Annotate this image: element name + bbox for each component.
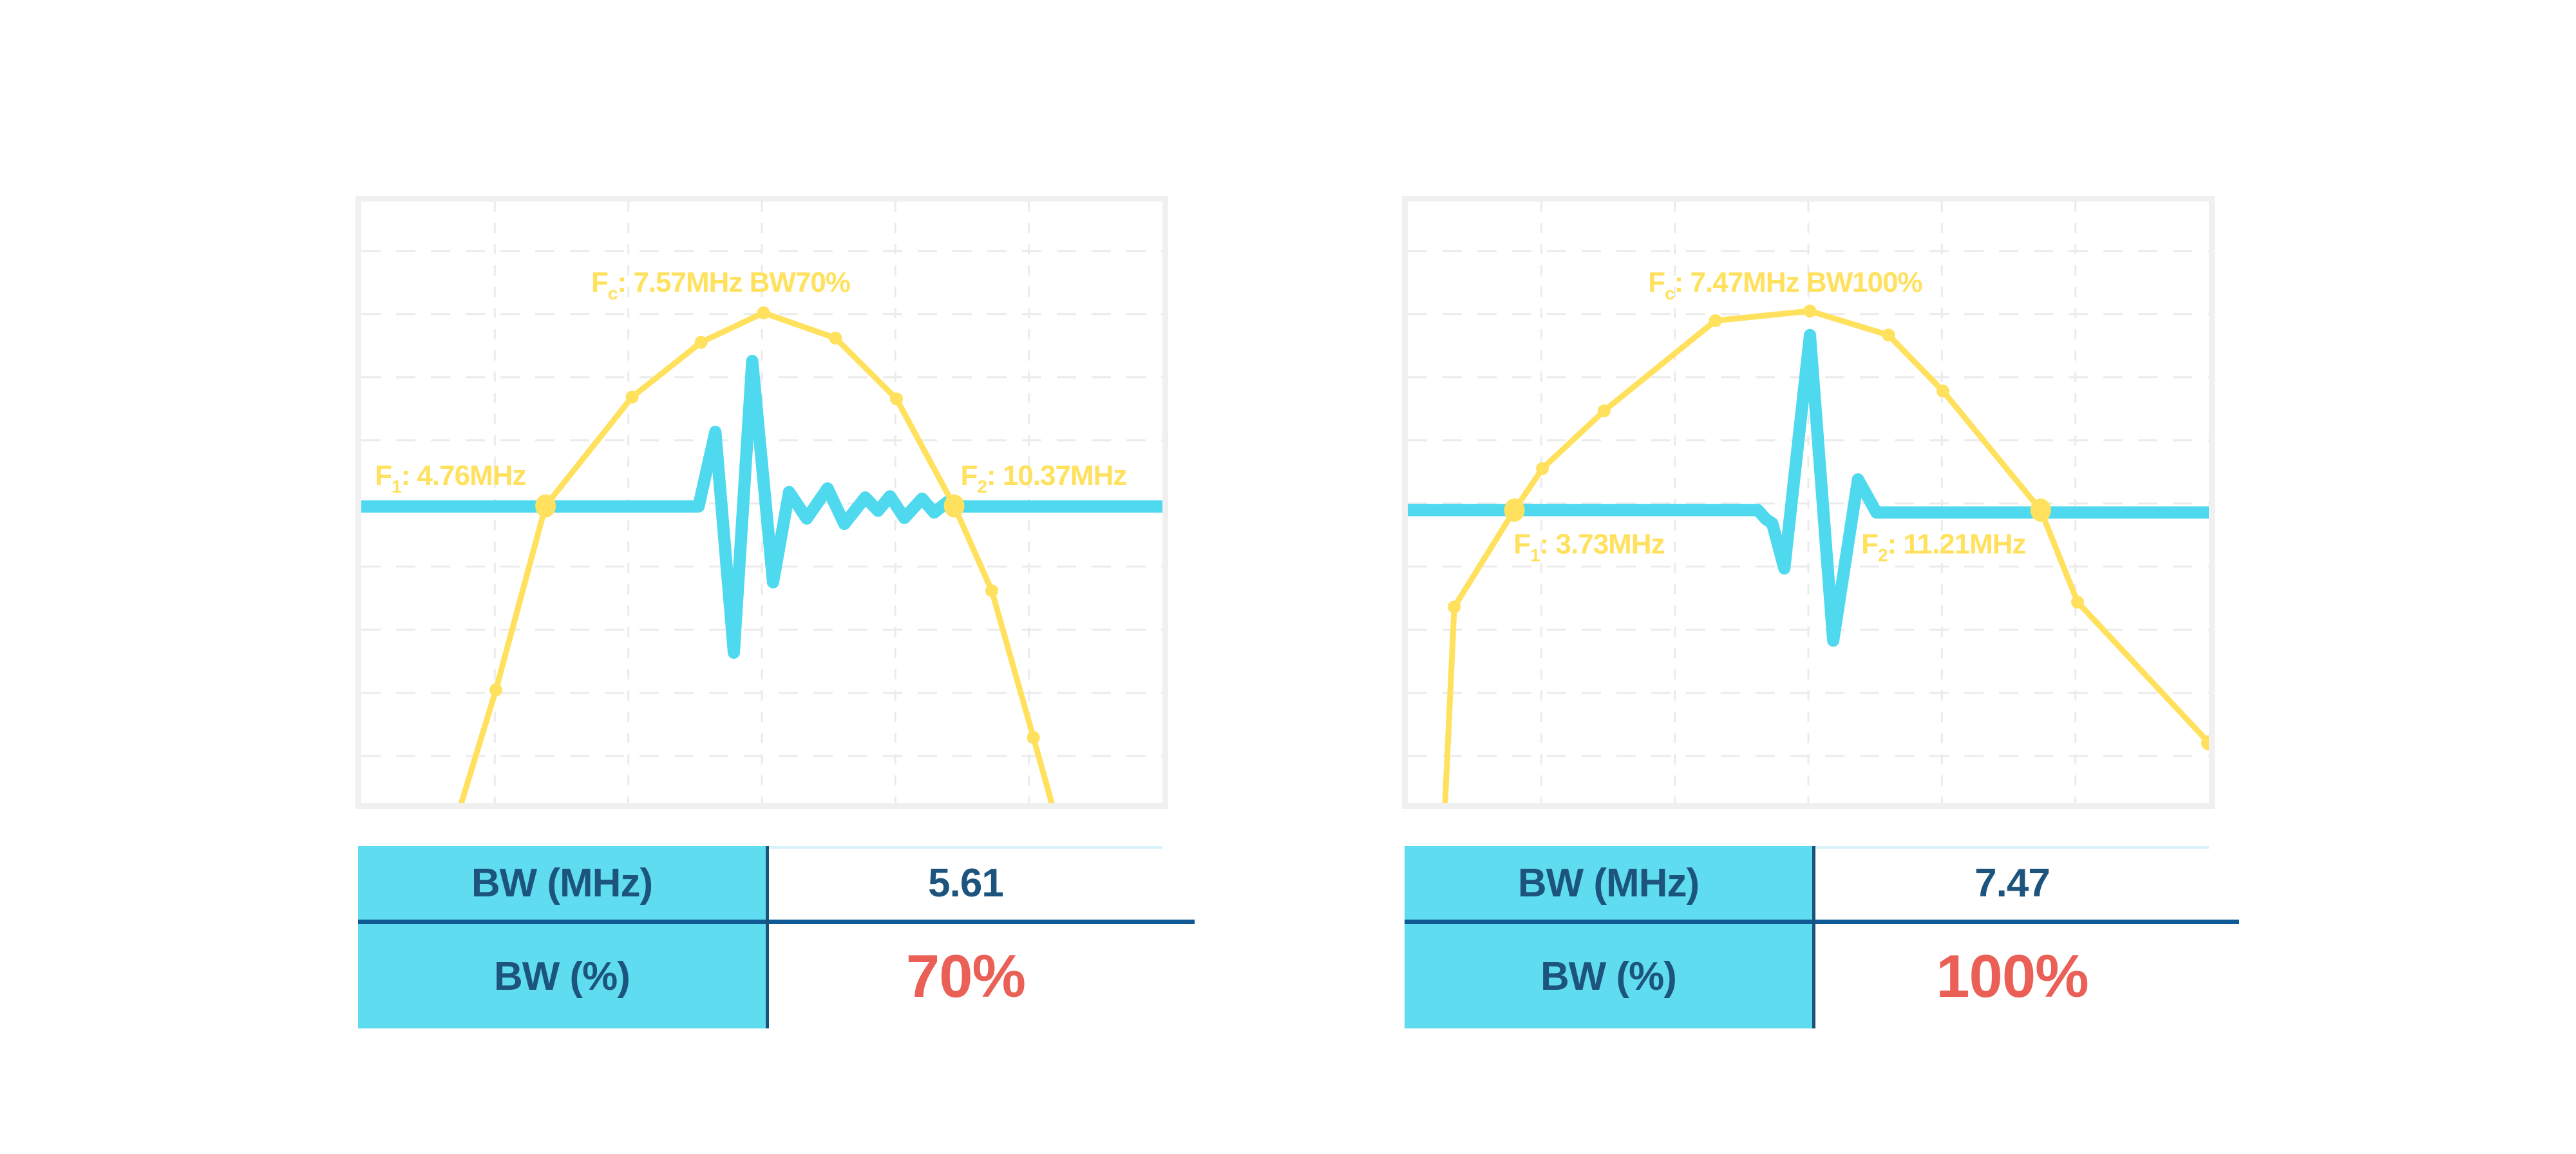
table-label-column [1405,846,1812,1028]
spectrum-data-marker [2201,735,2209,751]
spectrum-data-marker [1448,600,1461,614]
spectrum-data-marker [757,306,770,319]
fc-annotation: Fc: 7.57MHz BW70% [591,267,850,303]
spectrum-curve [1442,308,2209,803]
bandwidth-edge-marker [1504,498,1525,522]
f2-annotation: F2: 11.21MHz [1861,528,2025,565]
table-column-divider [1812,846,1815,1028]
spectrum-data-marker [985,584,998,598]
spectrum-data-marker [2071,596,2084,609]
value-column-top-border [1815,846,2209,849]
bw-pct-value: 70% [905,942,1026,1010]
spectrum-data-marker [1597,404,1611,417]
spectrum-data-marker [625,390,639,404]
fc-annotation: Fc: 7.47MHz BW100% [1648,267,1922,303]
bw-pct-label: BW (%) [1540,954,1677,999]
spectrum-data-marker [489,683,502,697]
bw-table-right: BW (MHz) 7.47 BW (%) 100% [1405,846,2239,1028]
spectrum-data-marker [829,332,842,345]
spectrum-data-marker [1882,328,1895,342]
bw-mhz-value: 5.61 [928,860,1004,905]
chart-panel-bw70: Fc: 7.57MHz BW70% F1: 4.76MHz F2: 10.37MHz [355,196,1168,809]
bw-table-left: BW (MHz) 5.61 BW (%) 70% [358,846,1195,1028]
bw-mhz-label: BW (MHz) [1517,860,1700,905]
table-column-divider [766,846,769,1028]
spectrum-data-marker [1709,314,1722,327]
spectrum-data-marker [1803,305,1817,317]
pulse-waveform [361,355,1162,659]
spectrum-pulse-chart-bw70: Fc: 7.57MHz BW70% F1: 4.76MHz F2: 10.37MHz [361,202,1162,803]
bandwidth-edge-marker [535,494,556,518]
bandwidth-edge-marker [2030,498,2051,522]
table-row-divider [358,920,1195,924]
bw-pct-label: BW (%) [494,954,630,999]
pulse-waveform [1408,328,2209,647]
bw-pct-value: 100% [1936,942,2088,1010]
bw-mhz-label: BW (MHz) [471,860,653,905]
f1-annotation: F1: 3.73MHz [1513,528,1664,565]
f2-annotation: F2: 10.37MHz [961,460,1127,497]
bw-mhz-value: 7.47 [1975,860,2050,905]
value-column-top-border [769,846,1162,849]
spectrum-pulse-chart-bw100: Fc: 7.47MHz BW100% F1: 3.73MHz F2: 11.21MH… [1408,202,2209,803]
f1-annotation: F1: 4.76MHz [375,460,526,497]
table-row-divider [1405,920,2239,924]
spectrum-curve [458,310,1055,803]
spectrum-data-marker [1027,731,1040,744]
spectrum-data-marker [1536,462,1549,475]
chart-panel-bw100: Fc: 7.47MHz BW100% F1: 3.73MHz F2: 11.21MH… [1402,196,2215,809]
spectrum-data-marker [1937,384,1949,398]
spectrum-data-marker [890,392,903,406]
bandwidth-edge-marker [943,494,965,518]
spectrum-data-marker [694,336,708,349]
table-label-column [358,846,766,1028]
